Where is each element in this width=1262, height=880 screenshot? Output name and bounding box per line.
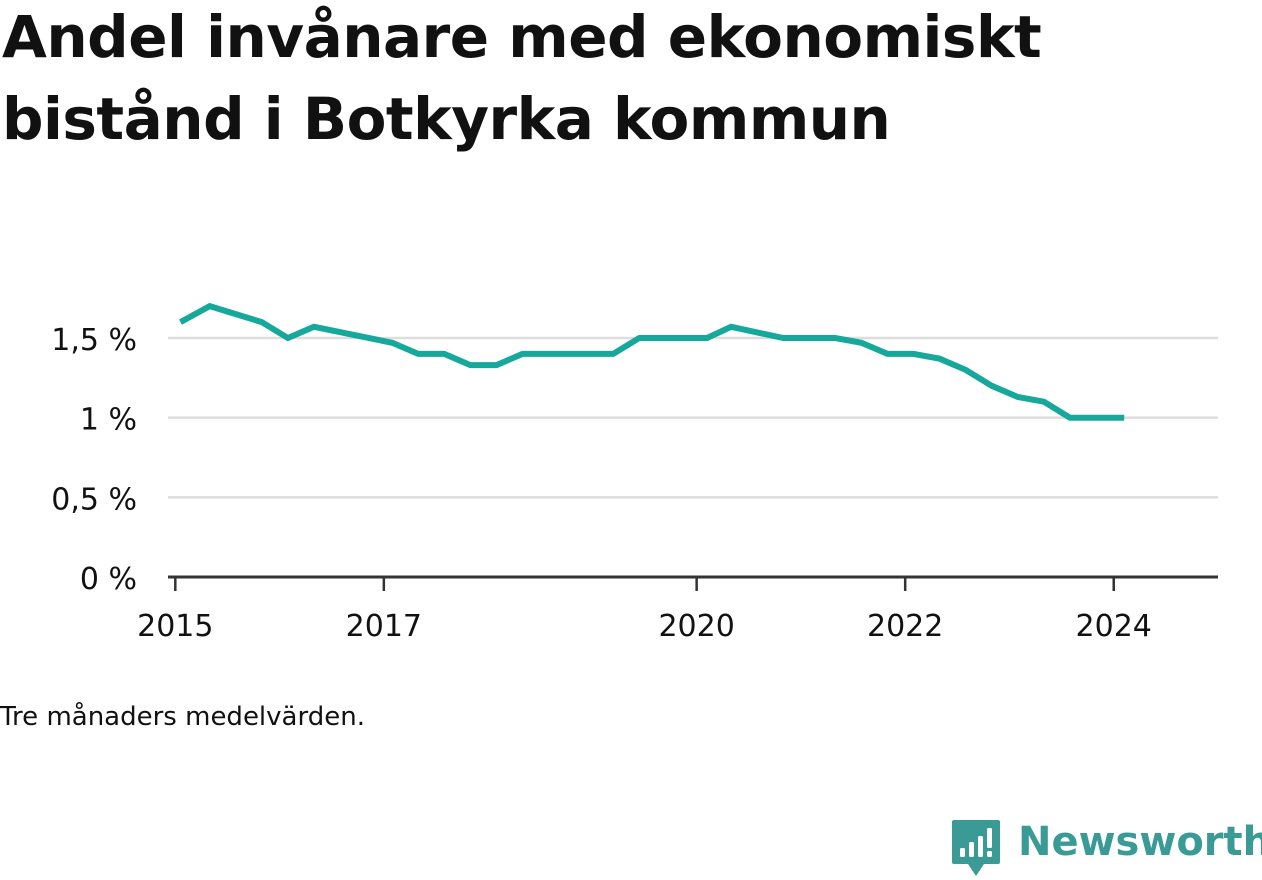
y-tick-label: 1 % <box>80 403 137 438</box>
series-lines <box>179 302 1125 421</box>
x-tick-labels: 2015 2017 2020 2022 2024 <box>137 609 1152 644</box>
line-chart: 0 % 0,5 % 1 % 1,5 % 2015 2017 2020 2022 2024 <box>51 302 1218 644</box>
x-tick-label: 2017 <box>346 609 422 644</box>
x-tick-label: 2022 <box>867 609 943 644</box>
gridlines <box>168 336 1218 499</box>
x-tick-label: 2015 <box>137 609 213 644</box>
x-tick-label: 2024 <box>1076 609 1152 644</box>
series-line <box>179 302 1125 421</box>
y-tick-labels: 0 % 0,5 % 1 % 1,5 % <box>51 323 137 597</box>
chart-note: Tre månaders medelvärden. <box>0 702 365 732</box>
y-tick-label: 1,5 % <box>51 323 137 358</box>
x-axis <box>168 575 1218 591</box>
y-tick-label: 0 % <box>80 562 137 597</box>
newsworthy-logo-text: Newsworthy <box>1018 819 1262 865</box>
newsworthy-logo[interactable]: Newsworthy <box>950 818 1262 880</box>
chart-title: Andel invånare med ekonomiskt bistånd i … <box>2 3 1042 153</box>
x-tick-label: 2020 <box>658 609 734 644</box>
newsworthy-logo-icon <box>952 820 1000 876</box>
y-tick-label: 0,5 % <box>51 482 137 517</box>
